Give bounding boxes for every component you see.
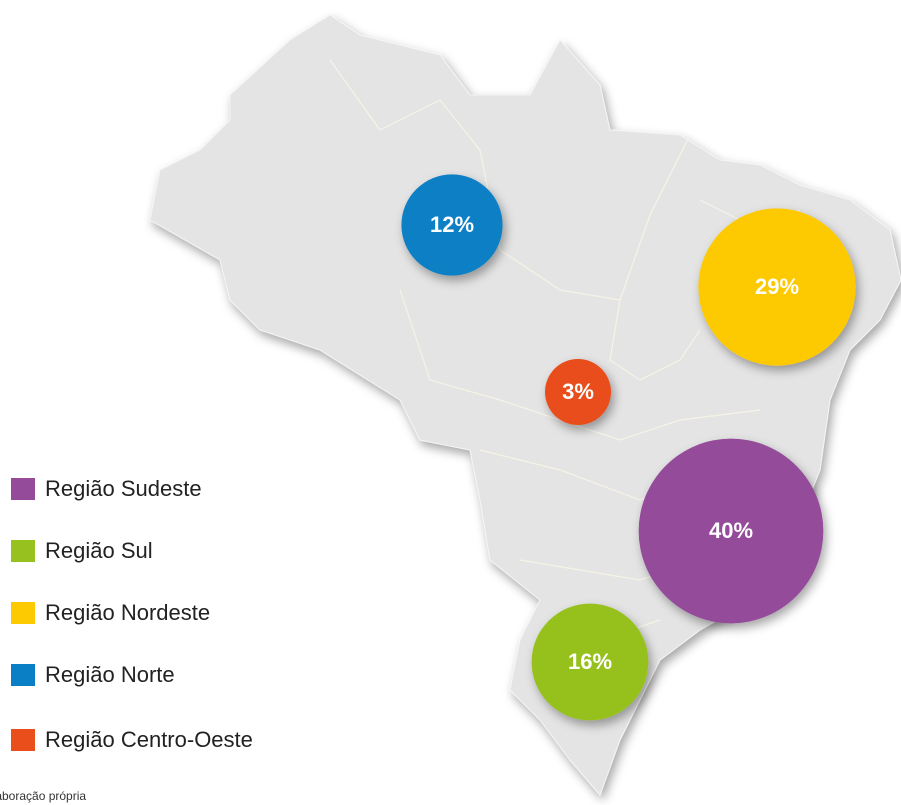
legend-label: Região Centro-Oeste [45, 727, 253, 752]
region-bubble [638, 438, 824, 624]
legend-swatch [11, 729, 35, 751]
legend-swatch [11, 664, 35, 686]
bubble-label: 29% [755, 274, 799, 299]
legend-label: Região Norte [45, 662, 175, 687]
region-bubble [401, 174, 503, 276]
legend-swatch [11, 540, 35, 562]
region-bubble [531, 603, 649, 721]
region-bubble [545, 359, 611, 425]
bubble-label: 40% [709, 518, 753, 543]
legend-label: Região Sul [45, 538, 153, 563]
country-shape [149, 14, 901, 796]
source-note: : Elaboração própria [0, 789, 86, 803]
legend-label: Região Sudeste [45, 476, 202, 501]
bubble-label: 12% [430, 212, 474, 237]
bubble-label: 3% [562, 379, 594, 404]
region-bubble [698, 208, 856, 366]
bubble-label: 16% [568, 649, 612, 674]
legend-swatch [11, 602, 35, 624]
legend-swatch [11, 478, 35, 500]
legend-label: Região Nordeste [45, 600, 210, 625]
